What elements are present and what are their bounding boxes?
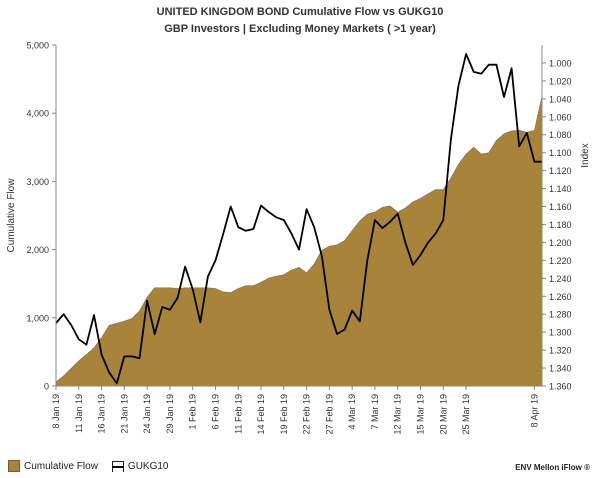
x-tick-label: 4 Mar 19 <box>347 394 357 430</box>
x-tick-label: 8 Apr 19 <box>529 394 539 428</box>
x-tick-label: 7 Mar 19 <box>370 394 380 430</box>
right-tick-label: 1.100 <box>549 148 572 158</box>
x-tick-label: 27 Feb 19 <box>324 394 334 435</box>
right-tick-label: 1.140 <box>549 184 572 194</box>
right-tick-label: 1.320 <box>549 346 572 356</box>
right-tick-label: 1.080 <box>549 130 572 140</box>
left-tick-label: 1,000 <box>26 313 49 323</box>
right-tick-label: 1.020 <box>549 76 572 86</box>
x-tick-label: 16 Jan 19 <box>97 394 107 434</box>
left-tick-label: 3,000 <box>26 177 49 187</box>
right-tick-label: 1.040 <box>549 94 572 104</box>
x-tick-label: 20 Mar 19 <box>438 394 448 435</box>
x-tick-label: 25 Mar 19 <box>461 394 471 435</box>
left-tick-label: 5,000 <box>26 41 49 51</box>
x-tick-label: 1 Feb 19 <box>188 394 198 430</box>
gukg10-line <box>55 53 542 385</box>
right-tick-label: 1.200 <box>549 238 572 248</box>
right-tick-label: 1.000 <box>549 58 572 68</box>
x-tick-label: 22 Feb 19 <box>302 394 312 435</box>
x-tick-label: 15 Mar 19 <box>416 394 426 435</box>
left-tick-label: 4,000 <box>26 109 49 119</box>
y-axis-title: Cumulative Flow <box>6 178 17 253</box>
right-tick-label: 1.240 <box>549 274 572 284</box>
x-tick-label: 24 Jan 19 <box>142 394 152 434</box>
cumulative-flow-area <box>55 96 543 387</box>
x-tick-label: 11 Feb 19 <box>233 394 243 434</box>
x-tick-label: 19 Feb 19 <box>279 394 289 435</box>
right-tick-label: 1.360 <box>549 382 572 392</box>
x-tick-label: 8 Jan 19 <box>51 394 61 429</box>
x-tick-label: 21 Jan 19 <box>119 394 129 434</box>
right-tick-label: 1.300 <box>549 328 572 338</box>
right-tick-label: 1.280 <box>549 310 572 320</box>
x-tick-label: 29 Jan 19 <box>165 394 175 434</box>
legend-label-gukg10: GUKG10 <box>127 460 169 472</box>
x-tick-label: 14 Feb 19 <box>256 394 266 435</box>
right-tick-label: 1.160 <box>549 202 572 212</box>
right-tick-label: 1.180 <box>549 220 572 230</box>
chart-title: UNITED KINGDOM BOND Cumulative Flow vs G… <box>156 6 444 18</box>
y2-axis-title: Index <box>580 143 591 167</box>
right-tick-label: 1.260 <box>549 292 572 302</box>
axes-layer: 0 1,000 2,000 3,000 4,000 5,000 1.000 1.020 1.04… <box>6 41 591 435</box>
left-tick-label: 2,000 <box>26 245 49 255</box>
legend-swatch-gukg10 <box>111 460 124 472</box>
right-tick-label: 1.340 <box>549 364 572 374</box>
right-tick-label: 1.120 <box>549 166 572 176</box>
brand-logo-text: ENV Mellon iFlow ® <box>515 463 590 472</box>
chart-subtitle: GBP Investors | Excluding Money Markets … <box>164 23 436 35</box>
legend: Cumulative Flow GUKG10 <box>8 460 169 472</box>
x-tick-label: 11 Jan 19 <box>74 394 84 433</box>
legend-swatch-cumulative-flow <box>8 460 20 472</box>
right-tick-label: 1.220 <box>549 256 572 266</box>
right-tick-label: 1.060 <box>549 112 572 122</box>
left-tick-label: 0 <box>44 382 49 392</box>
line-layer <box>55 53 542 385</box>
x-tick-label: 6 Feb 19 <box>210 394 220 430</box>
x-tick-label: 12 Mar 19 <box>393 394 403 435</box>
area-layer <box>55 96 543 387</box>
legend-label-cumulative-flow: Cumulative Flow <box>24 460 98 472</box>
